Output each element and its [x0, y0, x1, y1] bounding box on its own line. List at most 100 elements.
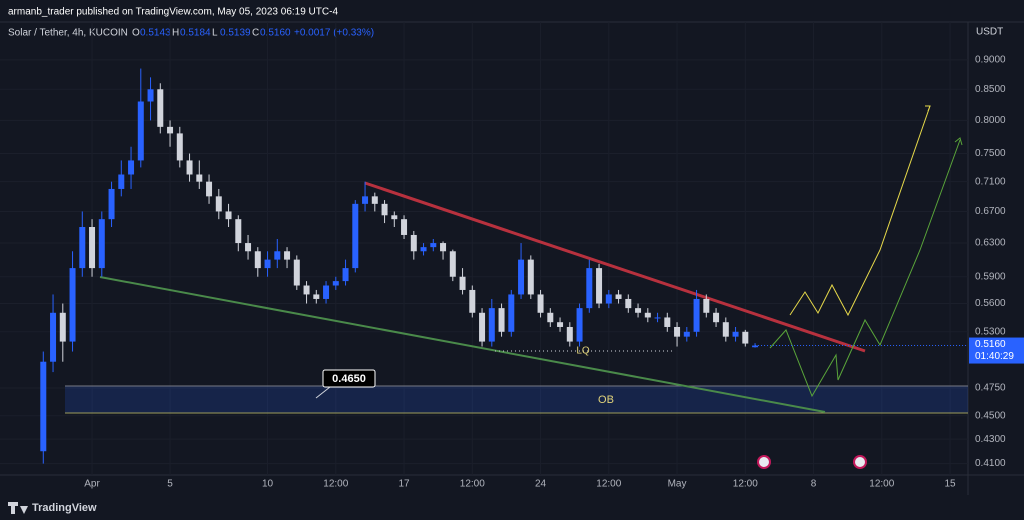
candle-body: [235, 219, 242, 244]
axes: 0.9000 0.8500 0.8000 0.7500 0.7100 0.6700 0.63…: [84, 55, 1024, 490]
y-tick-label: 0.9000: [975, 55, 1006, 66]
y-tick-label: 0.7500: [975, 148, 1006, 159]
candle-body: [557, 322, 564, 327]
candle-body: [401, 219, 408, 235]
publisher: armanb_trader published on TradingView.c…: [8, 7, 338, 18]
candle-body: [381, 203, 388, 216]
candle-body: [605, 294, 612, 304]
event-flag-inner: [759, 457, 769, 467]
ohlc-key: C: [252, 28, 259, 39]
y-tick-label: 0.8000: [975, 115, 1006, 126]
candle-body: [157, 89, 164, 127]
x-tick-label: May: [668, 479, 687, 490]
candle-body: [225, 211, 232, 220]
ohlc-key: O: [132, 28, 140, 39]
ob-zone: [65, 386, 968, 413]
ohlc-value: 0.5139: [220, 28, 251, 39]
y-tick-label: 0.4300: [975, 434, 1006, 445]
y-tick-label: 0.4750: [975, 383, 1006, 394]
ob-label: OB: [598, 394, 614, 406]
candle-body: [703, 298, 710, 313]
bull-projection: [789, 105, 931, 317]
candle-body: [313, 294, 320, 299]
countdown: 01:40:29: [975, 351, 1014, 362]
candle-body: [245, 243, 252, 252]
callout-label: 0.4650: [332, 373, 366, 385]
y-tick-label: 0.5600: [975, 298, 1006, 309]
ohlc-key: H: [172, 28, 179, 39]
candle-body: [635, 308, 642, 313]
candle-body: [683, 331, 690, 337]
change: +0.0017 (+0.33%): [294, 28, 374, 39]
candle-body: [186, 160, 193, 175]
candle-body: [352, 203, 359, 269]
x-tick-label: 10: [262, 479, 274, 490]
candle-body: [342, 268, 349, 282]
y-tick-label: 0.6700: [975, 206, 1006, 217]
brand: TradingView: [32, 502, 97, 514]
candle-body: [323, 285, 330, 299]
x-tick-label: 12:00: [733, 479, 758, 490]
callout-box: [322, 369, 376, 388]
lq-label: LQ: [576, 346, 590, 357]
x-tick-label: Apr: [84, 479, 100, 490]
candle-body: [303, 285, 310, 295]
candle-body: [59, 312, 66, 342]
ohlc-value: 0.5184: [180, 28, 211, 39]
x-tick-label: 15: [944, 479, 956, 490]
candle-body: [108, 188, 115, 220]
arrow-head: [925, 105, 931, 112]
candle-body: [332, 281, 339, 286]
candle-body: [615, 294, 622, 299]
candle-body: [196, 174, 203, 182]
candle-body: [176, 133, 183, 161]
y-tick-label: 0.8500: [975, 84, 1006, 95]
y-tick-label: 0.6300: [975, 238, 1006, 249]
candle-body: [469, 289, 476, 313]
ohlc-key: L: [212, 28, 218, 39]
candle-body: [752, 345, 759, 348]
candle-body: [566, 326, 573, 342]
legend: Solar / Tether, 4h, KUCOIN O 0.5143 H 0.518…: [8, 28, 374, 39]
candle-body: [40, 361, 47, 452]
candle-body: [596, 268, 603, 304]
candle-body: [654, 317, 661, 319]
candle-body: [586, 268, 593, 309]
candle-body: [410, 234, 417, 252]
x-tick-label: 8: [811, 479, 817, 490]
candle-body: [420, 247, 427, 252]
candle-body: [713, 312, 720, 323]
candle-body: [50, 312, 57, 362]
candle-body: [254, 251, 261, 269]
last-price-box: [969, 337, 1024, 364]
candle-body: [722, 322, 729, 337]
y-tick-label: 0.4500: [975, 410, 1006, 421]
y-tick-label: 0.7100: [975, 176, 1006, 187]
callout-pointer: [315, 386, 331, 399]
candle-body: [284, 251, 291, 260]
candle-body: [293, 259, 300, 286]
candles: [40, 68, 759, 464]
y-tick-label: 0.5300: [975, 326, 1006, 337]
resistance-line: [364, 181, 866, 353]
candle-body: [118, 174, 125, 189]
candle-body: [274, 251, 281, 260]
candle-body: [547, 312, 554, 323]
y-tick-label: 0.4100: [975, 458, 1006, 469]
candle-body: [537, 294, 544, 313]
candle-body: [440, 243, 447, 252]
candle-body: [498, 308, 505, 332]
ohlc-value: 0.5160: [260, 28, 291, 39]
y-tick-label: 0.5900: [975, 271, 1006, 282]
candle-body: [693, 298, 700, 332]
arrow-head: [954, 137, 963, 146]
candle-body: [147, 89, 154, 102]
currency: USDT: [976, 27, 1003, 38]
candle-body: [69, 268, 76, 342]
candle-body: [518, 259, 525, 295]
candle-body: [488, 308, 495, 342]
candle-body: [449, 251, 456, 277]
candle-body: [264, 259, 271, 269]
x-tick-label: 12:00: [460, 479, 485, 490]
